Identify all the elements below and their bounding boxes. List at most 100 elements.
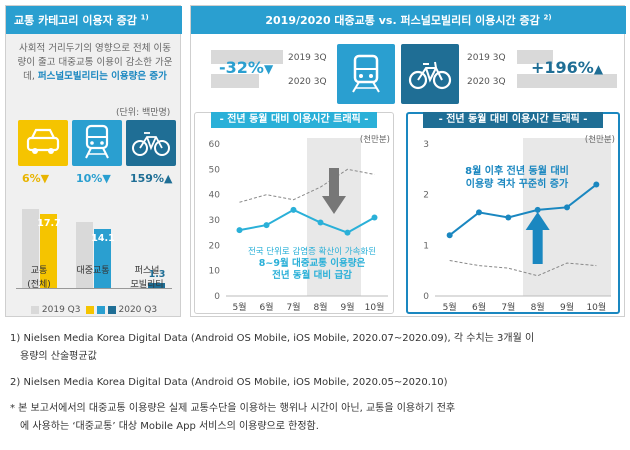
series-point xyxy=(317,219,324,226)
chart-annotation-line: 전년 동월 대비 급감 xyxy=(272,269,352,281)
legend-2020-label: 2020 Q3 xyxy=(118,305,158,315)
y-tick-label: 0 xyxy=(214,292,220,302)
legend-swatch-2020-a xyxy=(85,306,94,314)
category-change-pct: 6%▼ xyxy=(22,172,50,185)
bicycle-icon xyxy=(132,132,170,156)
category-label: 퍼스널 모빌리티 xyxy=(130,266,164,290)
y-tick-label: 10 xyxy=(209,267,221,277)
x-tick-label: 9월 xyxy=(340,301,354,313)
footnote-2: 2) Nielsen Media Korea Digital Data (And… xyxy=(10,377,448,388)
y-tick-label: 40 xyxy=(209,191,221,201)
bar-value-label: 17.7 xyxy=(37,217,61,229)
public-chart-title: - 전년 동월 대비 이용시간 트래픽 - xyxy=(211,112,377,128)
y-tick-label: 2 xyxy=(423,191,429,201)
personal-2020-bar xyxy=(517,74,617,88)
category-icon-box xyxy=(126,120,176,166)
series-point xyxy=(263,222,270,229)
bar-2019 xyxy=(76,222,93,288)
series-point xyxy=(290,206,297,213)
personal-icon-box xyxy=(401,44,459,104)
growth-arrow-head xyxy=(525,212,550,230)
decline-arrow-head xyxy=(322,196,346,214)
bar-baseline xyxy=(16,288,172,289)
personal-2019-bar xyxy=(517,50,553,64)
public-arrow: ▼ xyxy=(263,62,274,76)
highlight-band xyxy=(307,138,361,296)
category-icon-box xyxy=(18,120,68,166)
series-point xyxy=(534,206,541,213)
bar-2020 xyxy=(148,282,165,288)
legend-swatch-2020-c xyxy=(107,306,116,314)
y-tick-label: 20 xyxy=(209,241,221,251)
personal-line-chart: 0 1 2 3 (천만분) 5월 6월 7월 8월 9월 10월 8월 이후 전년 동월 대비이용량 … xyxy=(423,134,615,313)
legend-swatch-2019 xyxy=(30,306,39,314)
bar-value-label: 1.3 xyxy=(148,268,166,280)
series-point xyxy=(371,214,378,221)
bar-2019 xyxy=(130,285,147,288)
category-label: 교통 (전체) xyxy=(27,266,51,290)
decline-arrow-shaft xyxy=(329,168,339,196)
category-change-pct: 159%▲ xyxy=(130,172,173,185)
footnote-note-line-2: 에 사용하는 ‘대중교통’ 대상 Mobile App 서비스의 이용량으로 한… xyxy=(20,421,319,432)
footnote-1-line-2: 용량의 산술평균값 xyxy=(20,351,97,362)
series-point xyxy=(593,181,600,188)
personal-q2019: 2019 3Q xyxy=(467,53,506,63)
chart-annotation-line: 전국 단위로 감염증 확산이 가속화된 xyxy=(248,246,376,257)
category-icon-box xyxy=(72,120,122,166)
public-icon-box xyxy=(337,44,395,104)
footnote-1: 1) Nielsen Media Korea Digital Data (And… xyxy=(10,330,622,366)
public-line-chart: 0 10 20 30 40 50 60 (천만분) 5월 6월 7월 8월 9월 10월 전국 단위로 감염… xyxy=(209,134,390,313)
y-tick-label: 3 xyxy=(423,140,429,150)
x-tick-label: 5월 xyxy=(443,301,457,313)
bicycle-icon xyxy=(408,61,452,90)
public-q2020: 2020 3Q xyxy=(288,77,327,87)
series-point xyxy=(505,214,512,221)
x-tick-label: 8월 xyxy=(531,301,545,313)
series-2020-line xyxy=(449,183,597,236)
y-axis-unit: (천만분) xyxy=(585,134,615,145)
footnote-note-line-1: * 본 보고서에서의 대중교통 이용량은 실제 교통수단을 이용하는 행위나 시… xyxy=(10,403,456,414)
legend-2019-label: 2019 Q3 xyxy=(41,305,81,315)
personal-q2020: 2020 3Q xyxy=(467,77,506,87)
footnote-note: * 본 보고서에서의 대중교통 이용량은 실제 교통수단을 이용하는 행위나 시… xyxy=(10,400,622,436)
y-tick-label: 30 xyxy=(209,216,221,226)
x-tick-label: 10월 xyxy=(586,301,606,313)
personal-arrow: ▲ xyxy=(593,62,604,76)
series-point xyxy=(564,204,570,211)
x-tick-label: 6월 xyxy=(472,301,486,313)
chart-annotation-line: 8월 이후 전년 동월 대비 xyxy=(465,164,569,177)
y-axis-unit: (천만분) xyxy=(360,134,390,145)
right-panel-title: 2019/2020 대중교통 vs. 퍼스널모빌리티 이용시간 증감 2) xyxy=(191,6,626,34)
left-legend: 2019 Q3 2020 Q3 xyxy=(6,302,182,318)
x-tick-label: 6월 xyxy=(259,301,273,313)
legend-swatch-2020-b xyxy=(96,306,105,314)
category-change-pct: 10%▼ xyxy=(76,172,111,185)
series-2019-line xyxy=(449,260,597,277)
left-panel-title: 교통 카테고리 이용자 증감 1) xyxy=(6,6,182,34)
y-tick-label: 0 xyxy=(423,292,429,302)
footnote-1-line-1: 1) Nielsen Media Korea Digital Data (And… xyxy=(10,333,535,344)
x-tick-label: 10월 xyxy=(365,301,385,313)
x-tick-label: 9월 xyxy=(560,301,574,313)
left-title-text: 교통 카테고리 이용자 증감 xyxy=(14,14,137,27)
x-tick-label: 5월 xyxy=(232,301,246,313)
car-icon xyxy=(26,128,60,154)
chart-annotation-line: 8~9월 대중교통 이용량은 xyxy=(259,257,366,269)
x-tick-label: 7월 xyxy=(501,301,515,313)
right-title-sup: 2) xyxy=(543,13,552,22)
chart-annotation-line: 이용량 격차 꾸준히 증가 xyxy=(466,177,569,190)
personal-chart-title: - 전년 동월 대비 이용시간 트래픽 - xyxy=(423,112,603,128)
y-tick-label: 50 xyxy=(209,165,221,175)
public-change-pct: -32%▼ xyxy=(219,58,273,77)
bar-2020 xyxy=(40,213,57,288)
personal-change-pct: +196%▲ xyxy=(531,58,603,77)
series-point xyxy=(446,232,453,239)
series-point xyxy=(236,227,243,234)
public-2019-bar xyxy=(211,50,283,64)
left-description: 사회적 거리두기의 영향으로 전체 이동량이 줄고 대중교통 이용이 감소한 가… xyxy=(16,42,174,84)
bar-2020 xyxy=(94,228,111,288)
bar-2019 xyxy=(22,209,39,288)
growth-arrow-shaft xyxy=(532,230,543,264)
series-point xyxy=(344,229,351,236)
series-2020-line xyxy=(239,208,375,234)
